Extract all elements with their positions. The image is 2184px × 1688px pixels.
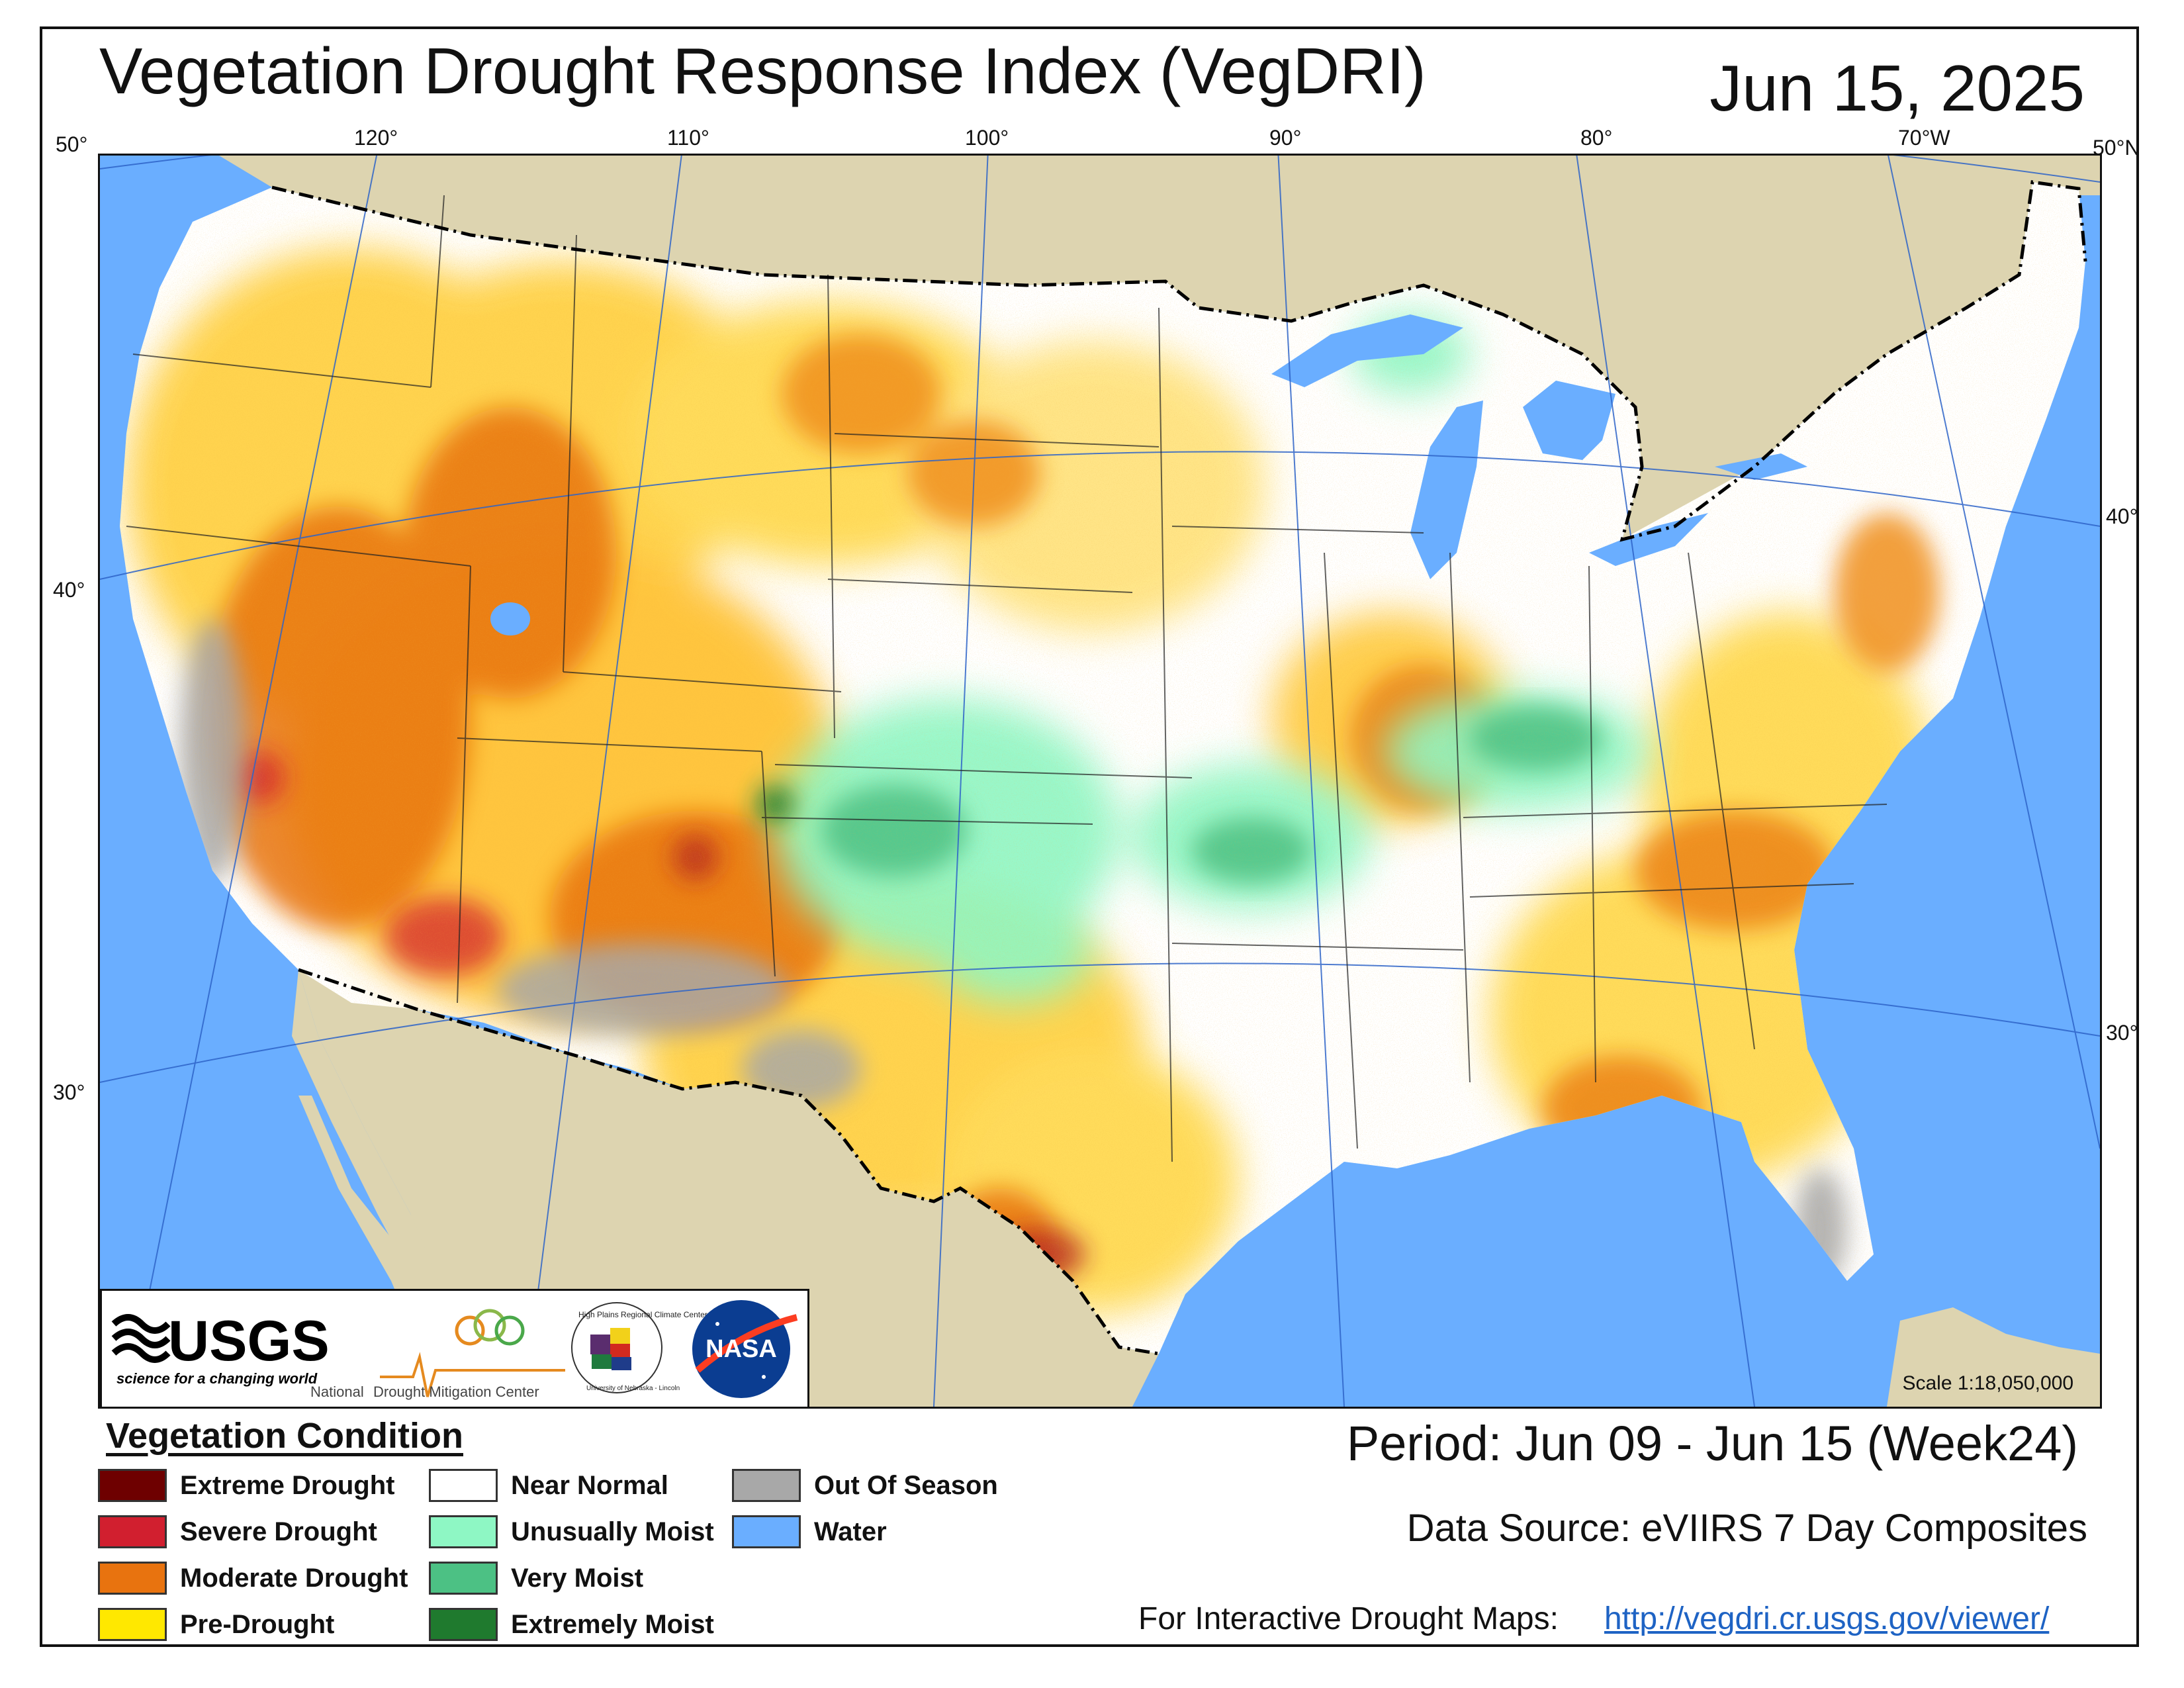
ndmc-text-center: Drought Mitigation Center xyxy=(373,1383,539,1400)
legend-swatch xyxy=(732,1469,801,1502)
legend-swatch xyxy=(732,1515,801,1548)
legend-item: Extreme Drought xyxy=(98,1467,395,1504)
ndmc-text-national: National xyxy=(310,1383,364,1400)
legend-label: Very Moist xyxy=(511,1563,644,1593)
graticule-label-top: 70°W xyxy=(1898,126,1950,150)
legend-swatch xyxy=(429,1562,498,1595)
legend-swatch xyxy=(429,1515,498,1548)
usgs-logo: USGS science for a changing world xyxy=(111,1309,330,1387)
legend-item: Pre-Drought xyxy=(98,1606,334,1643)
graticule-label-top: 100° xyxy=(965,126,1009,150)
legend-item: Severe Drought xyxy=(98,1513,377,1550)
legend-item: Very Moist xyxy=(429,1560,643,1597)
graticule-label-top: 110° xyxy=(667,126,709,150)
graticule-label-top: 90° xyxy=(1269,126,1302,150)
legend-item: Extremely Moist xyxy=(429,1606,714,1643)
legend-swatch xyxy=(98,1608,167,1641)
great-salt-lake xyxy=(490,602,530,635)
legend-swatch xyxy=(98,1515,167,1548)
legend-label: Moderate Drought xyxy=(180,1563,408,1593)
hprcc-text: High Plains Regional Climate Center xyxy=(578,1310,707,1319)
international-border xyxy=(271,180,2087,1356)
legend-label: Unusually Moist xyxy=(511,1517,714,1546)
legend-swatch xyxy=(429,1608,498,1641)
map-date: Jun 15, 2025 xyxy=(1709,52,2085,124)
logos-canvas: USGS science for a changing world Nation… xyxy=(111,1300,798,1400)
legend-label: Severe Drought xyxy=(180,1517,377,1546)
graticule-label-right: 40° xyxy=(2106,504,2138,528)
map-canvas xyxy=(100,156,2100,1407)
legend-label: Water xyxy=(814,1517,887,1546)
map-title: Vegetation Drought Response Index (VegDR… xyxy=(99,34,1426,107)
usgs-wordmark: USGS xyxy=(168,1309,330,1373)
vegdri-viewer-link[interactable]: http://vegdri.cr.usgs.gov/viewer/ xyxy=(1604,1601,2050,1636)
legend-title: Vegetation Condition xyxy=(106,1416,463,1456)
hprcc-logo: High Plains Regional Climate Center Univ… xyxy=(571,1302,707,1393)
legend-swatch xyxy=(98,1469,167,1502)
graticule-label-right: 30° xyxy=(2106,1021,2138,1045)
graticule-label-top: 80° xyxy=(1580,126,1613,150)
cuba-land xyxy=(1887,1307,2100,1407)
data-source-text: Data Source: eVIIRS 7 Day Composites xyxy=(1406,1507,2087,1550)
map-scale: Scale 1:18,050,000 xyxy=(1902,1372,2073,1394)
legend-item: Moderate Drought xyxy=(98,1560,408,1597)
vegdri-map: USGS science for a changing world Nation… xyxy=(98,154,2102,1409)
interactive-maps-label: For Interactive Drought Maps: xyxy=(1138,1601,1559,1636)
graticule-label-left: 30° xyxy=(53,1080,85,1104)
legend-label: Out Of Season xyxy=(814,1470,998,1500)
period-text: Period: Jun 09 - Jun 15 (Week24) xyxy=(1346,1416,2078,1471)
graticule-label-top: 50° xyxy=(56,132,88,156)
legend-item: Near Normal xyxy=(429,1467,668,1504)
nasa-logo: NASA xyxy=(692,1300,798,1398)
baja-land xyxy=(292,970,444,1301)
great-lakes-water xyxy=(1271,314,1807,579)
graticule-lines xyxy=(100,156,2100,1407)
graticule-label-left: 40° xyxy=(53,578,85,602)
ndmc-logo: National Drought Mitigation Center xyxy=(310,1309,565,1400)
legend-item: Unusually Moist xyxy=(429,1513,714,1550)
legend-swatch xyxy=(98,1562,167,1595)
legend-label: Pre-Drought xyxy=(180,1609,335,1639)
legend-item: Out Of Season xyxy=(732,1467,998,1504)
logo-panel: USGS science for a changing world Nation… xyxy=(100,1289,809,1407)
graticule-label-top: 120° xyxy=(354,126,398,150)
legend-label: Extremely Moist xyxy=(511,1609,714,1639)
state-boundaries xyxy=(126,195,1888,1162)
legend-label: Near Normal xyxy=(511,1470,668,1500)
nasa-wordmark: NASA xyxy=(705,1335,777,1363)
legend-swatch xyxy=(429,1469,498,1502)
legend-label: Extreme Drought xyxy=(180,1470,395,1500)
legend-item: Water xyxy=(732,1513,887,1550)
usgs-tagline: science for a changing world xyxy=(116,1370,318,1387)
hprcc-subtext: University of Nebraska - Lincoln xyxy=(586,1385,680,1392)
